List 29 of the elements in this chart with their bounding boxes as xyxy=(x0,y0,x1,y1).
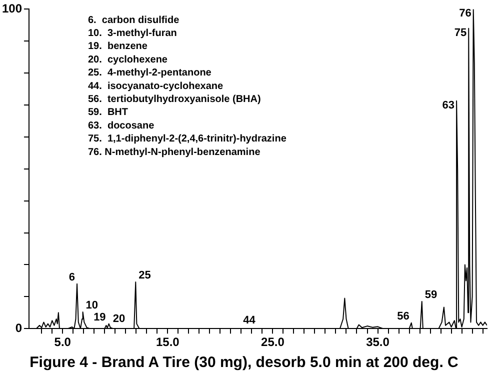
x-tick-label: 15.0 xyxy=(156,335,180,350)
annotation: 6 xyxy=(68,271,76,284)
annotation: 63 xyxy=(442,99,455,112)
annotation: 75 xyxy=(454,26,467,39)
annotation: 6. carbon disulfide xyxy=(88,14,180,26)
annotation: 25. 4-methyl-2-pentanone xyxy=(88,68,212,79)
annotation: 56 xyxy=(397,310,410,322)
annotation: 59 xyxy=(424,288,438,301)
x-tick-label: 25.0 xyxy=(261,335,285,350)
annotation: 25 xyxy=(138,270,151,282)
annotation: 76. N-methyl-N-phenyl-benzenamine xyxy=(88,146,261,158)
annotation: 10 xyxy=(86,300,98,312)
x-tick-label: 35.0 xyxy=(366,335,390,350)
annotation: 20 xyxy=(112,312,126,325)
annotation: 44. isocyanato-cyclohexane xyxy=(88,80,224,92)
annotation: 63. docosane xyxy=(88,120,155,132)
annotation: 20. cyclohexene xyxy=(88,54,168,66)
x-tick-label: 5.0 xyxy=(54,335,72,350)
annotation: 19 xyxy=(94,311,106,324)
x-axis-title: Figure 4 - Brand A Tire (30 mg), desorb 5.0 min at 200 deg. C xyxy=(28,354,460,371)
y-tick-label: 0 xyxy=(15,320,22,335)
annotation: 75. 1,1-diphenyl-2-(2,4,6-trinitr)-hydrazine xyxy=(88,134,287,145)
annotation: 76 xyxy=(459,8,472,20)
annotation: 44 xyxy=(243,314,256,327)
annotation: 19. benzene xyxy=(88,41,148,52)
annotation: 10. 3-methyl-furan xyxy=(88,28,177,39)
annotation: 56. tertiobutylhydroxyanisole (BHA) xyxy=(88,94,261,105)
y-tick-label: 100 xyxy=(2,2,22,16)
annotation: 59. BHT xyxy=(88,107,128,118)
